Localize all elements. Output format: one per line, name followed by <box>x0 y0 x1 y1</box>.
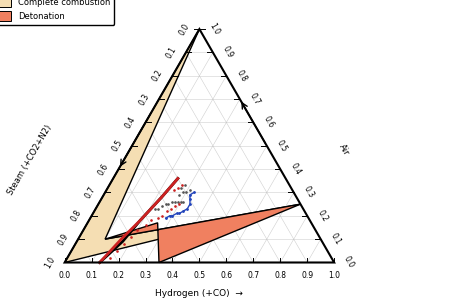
Text: 0.5: 0.5 <box>193 271 206 280</box>
Text: 0.6: 0.6 <box>96 162 111 177</box>
Text: 1.0: 1.0 <box>328 271 340 280</box>
Text: 0.3: 0.3 <box>137 92 151 107</box>
Text: 0.4: 0.4 <box>166 271 179 280</box>
Text: 0.2: 0.2 <box>113 271 124 280</box>
Polygon shape <box>105 204 301 262</box>
Text: 0.2: 0.2 <box>315 208 329 223</box>
Text: 0.3: 0.3 <box>302 185 316 200</box>
Text: 1.0: 1.0 <box>43 255 57 270</box>
Text: 0.1: 0.1 <box>329 232 342 247</box>
Text: 0.1: 0.1 <box>86 271 97 280</box>
Text: 0.0: 0.0 <box>58 271 71 280</box>
Text: 0.9: 0.9 <box>301 271 314 280</box>
Text: 1.0: 1.0 <box>208 22 221 36</box>
Text: 0.9: 0.9 <box>56 232 70 247</box>
Text: 0.8: 0.8 <box>274 271 286 280</box>
Text: 0.0: 0.0 <box>342 255 356 270</box>
Text: 0.7: 0.7 <box>247 271 259 280</box>
Text: 0.6: 0.6 <box>261 115 275 130</box>
Text: 0.4: 0.4 <box>124 115 137 130</box>
Text: 0.8: 0.8 <box>235 68 248 83</box>
Text: 0.3: 0.3 <box>140 271 152 280</box>
Text: 0.8: 0.8 <box>70 208 84 223</box>
Text: 0.6: 0.6 <box>220 271 232 280</box>
Text: Hydrogen (+CO)  →: Hydrogen (+CO) → <box>155 289 243 299</box>
Text: 0.4: 0.4 <box>288 162 302 177</box>
Text: 0.2: 0.2 <box>151 68 164 83</box>
Text: 0.9: 0.9 <box>221 45 235 60</box>
Text: Air: Air <box>337 142 351 157</box>
Text: 0.5: 0.5 <box>275 138 289 153</box>
Text: Steam (+CO2+N2): Steam (+CO2+N2) <box>6 123 53 197</box>
Polygon shape <box>65 29 301 262</box>
Text: 0.7: 0.7 <box>83 185 97 200</box>
Text: 0.5: 0.5 <box>110 138 124 153</box>
Text: 0.1: 0.1 <box>164 45 178 60</box>
Text: 0.7: 0.7 <box>248 92 262 107</box>
Text: 0.0: 0.0 <box>178 22 191 36</box>
